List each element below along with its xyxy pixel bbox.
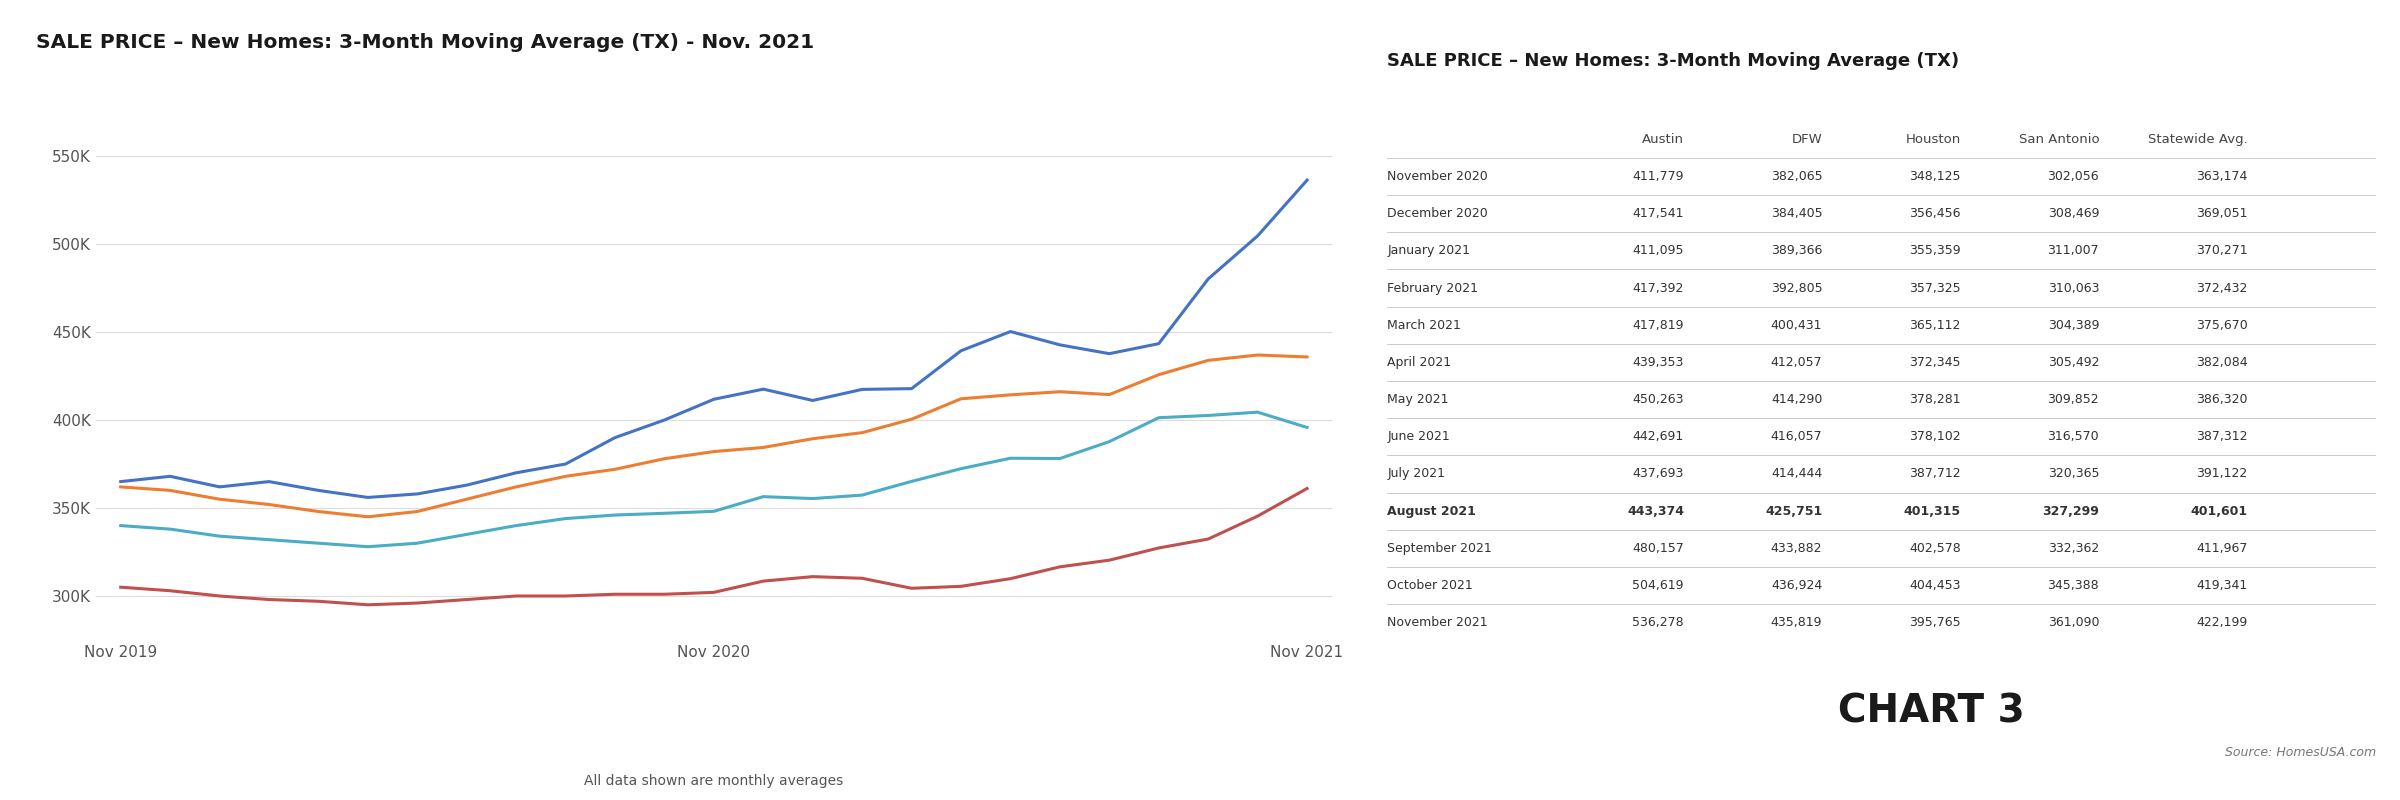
Text: 391,122: 391,122 [2196, 467, 2246, 481]
Text: June 2021: June 2021 [1387, 430, 1450, 443]
Text: 382,065: 382,065 [1771, 170, 1822, 183]
Text: January 2021: January 2021 [1387, 244, 1471, 258]
Text: 404,453: 404,453 [1910, 579, 1961, 592]
Text: 372,345: 372,345 [1910, 356, 1961, 369]
Text: 401,315: 401,315 [1903, 505, 1961, 518]
Text: 378,281: 378,281 [1908, 393, 1961, 406]
Text: 480,157: 480,157 [1632, 542, 1685, 555]
Text: 378,102: 378,102 [1908, 430, 1961, 443]
Text: 369,051: 369,051 [2196, 207, 2246, 220]
Text: 411,779: 411,779 [1632, 170, 1685, 183]
Text: Houston: Houston [1906, 133, 1961, 146]
Text: 372,432: 372,432 [2196, 282, 2246, 294]
Text: SALE PRICE – New Homes: 3-Month Moving Average (TX) - Nov. 2021: SALE PRICE – New Homes: 3-Month Moving A… [36, 33, 814, 52]
Text: 504,619: 504,619 [1632, 579, 1685, 592]
Text: 425,751: 425,751 [1764, 505, 1822, 518]
Text: Statewide Avg.: Statewide Avg. [2148, 133, 2246, 146]
Text: 411,095: 411,095 [1632, 244, 1685, 258]
Text: 443,374: 443,374 [1627, 505, 1685, 518]
Text: SALE PRICE – New Homes: 3-Month Moving Average (TX): SALE PRICE – New Homes: 3-Month Moving A… [1387, 52, 1958, 70]
Text: 370,271: 370,271 [2196, 244, 2246, 258]
Text: 365,112: 365,112 [1910, 318, 1961, 332]
Text: 382,084: 382,084 [2196, 356, 2246, 369]
Text: February 2021: February 2021 [1387, 282, 1478, 294]
Text: 400,431: 400,431 [1771, 318, 1822, 332]
Text: 536,278: 536,278 [1632, 616, 1685, 629]
Text: December 2020: December 2020 [1387, 207, 1488, 220]
Text: November 2020: November 2020 [1387, 170, 1488, 183]
Text: 357,325: 357,325 [1908, 282, 1961, 294]
Text: 412,057: 412,057 [1771, 356, 1822, 369]
Text: July 2021: July 2021 [1387, 467, 1445, 481]
Text: March 2021: March 2021 [1387, 318, 1462, 332]
Text: 433,882: 433,882 [1771, 542, 1822, 555]
Text: 411,967: 411,967 [2196, 542, 2246, 555]
Text: September 2021: September 2021 [1387, 542, 1493, 555]
Text: San Antonio: San Antonio [2018, 133, 2100, 146]
Text: 348,125: 348,125 [1910, 170, 1961, 183]
Text: 387,712: 387,712 [1908, 467, 1961, 481]
Text: 327,299: 327,299 [2042, 505, 2100, 518]
Text: 305,492: 305,492 [2047, 356, 2100, 369]
Text: 386,320: 386,320 [2196, 393, 2246, 406]
Text: 437,693: 437,693 [1632, 467, 1685, 481]
Text: 417,541: 417,541 [1632, 207, 1685, 220]
Text: 375,670: 375,670 [2196, 318, 2246, 332]
Text: 304,389: 304,389 [2047, 318, 2100, 332]
Text: May 2021: May 2021 [1387, 393, 1450, 406]
Text: 345,388: 345,388 [2047, 579, 2100, 592]
Text: CHART 3: CHART 3 [1838, 693, 2026, 731]
Text: 442,691: 442,691 [1632, 430, 1685, 443]
Text: All data shown are monthly averages: All data shown are monthly averages [583, 774, 842, 788]
Text: DFW: DFW [1793, 133, 1822, 146]
Text: 387,312: 387,312 [2196, 430, 2246, 443]
Text: August 2021: August 2021 [1387, 505, 1476, 518]
Text: 439,353: 439,353 [1632, 356, 1685, 369]
Text: 417,392: 417,392 [1632, 282, 1685, 294]
Text: 401,601: 401,601 [2191, 505, 2246, 518]
Text: 308,469: 308,469 [2047, 207, 2100, 220]
Text: 450,263: 450,263 [1632, 393, 1685, 406]
Text: 316,570: 316,570 [2047, 430, 2100, 443]
Text: 414,444: 414,444 [1771, 467, 1822, 481]
Text: 310,063: 310,063 [2047, 282, 2100, 294]
Text: 417,819: 417,819 [1632, 318, 1685, 332]
Text: 436,924: 436,924 [1771, 579, 1822, 592]
Text: 361,090: 361,090 [2047, 616, 2100, 629]
Text: November 2021: November 2021 [1387, 616, 1488, 629]
Text: 309,852: 309,852 [2047, 393, 2100, 406]
Text: Austin: Austin [1642, 133, 1685, 146]
Text: 422,199: 422,199 [2196, 616, 2246, 629]
Text: 402,578: 402,578 [1908, 542, 1961, 555]
Text: 414,290: 414,290 [1771, 393, 1822, 406]
Text: 395,765: 395,765 [1908, 616, 1961, 629]
Text: 302,056: 302,056 [2047, 170, 2100, 183]
Text: 435,819: 435,819 [1771, 616, 1822, 629]
Text: 416,057: 416,057 [1771, 430, 1822, 443]
Text: 332,362: 332,362 [2047, 542, 2100, 555]
Text: 384,405: 384,405 [1771, 207, 1822, 220]
Text: April 2021: April 2021 [1387, 356, 1452, 369]
Text: 419,341: 419,341 [2196, 579, 2246, 592]
Text: 320,365: 320,365 [2047, 467, 2100, 481]
Text: 392,805: 392,805 [1771, 282, 1822, 294]
Text: 363,174: 363,174 [2196, 170, 2246, 183]
Text: October 2021: October 2021 [1387, 579, 1474, 592]
Text: 389,366: 389,366 [1771, 244, 1822, 258]
Text: 311,007: 311,007 [2047, 244, 2100, 258]
Text: 356,456: 356,456 [1910, 207, 1961, 220]
Text: Source: HomesUSA.com: Source: HomesUSA.com [2225, 746, 2376, 758]
Text: 355,359: 355,359 [1908, 244, 1961, 258]
